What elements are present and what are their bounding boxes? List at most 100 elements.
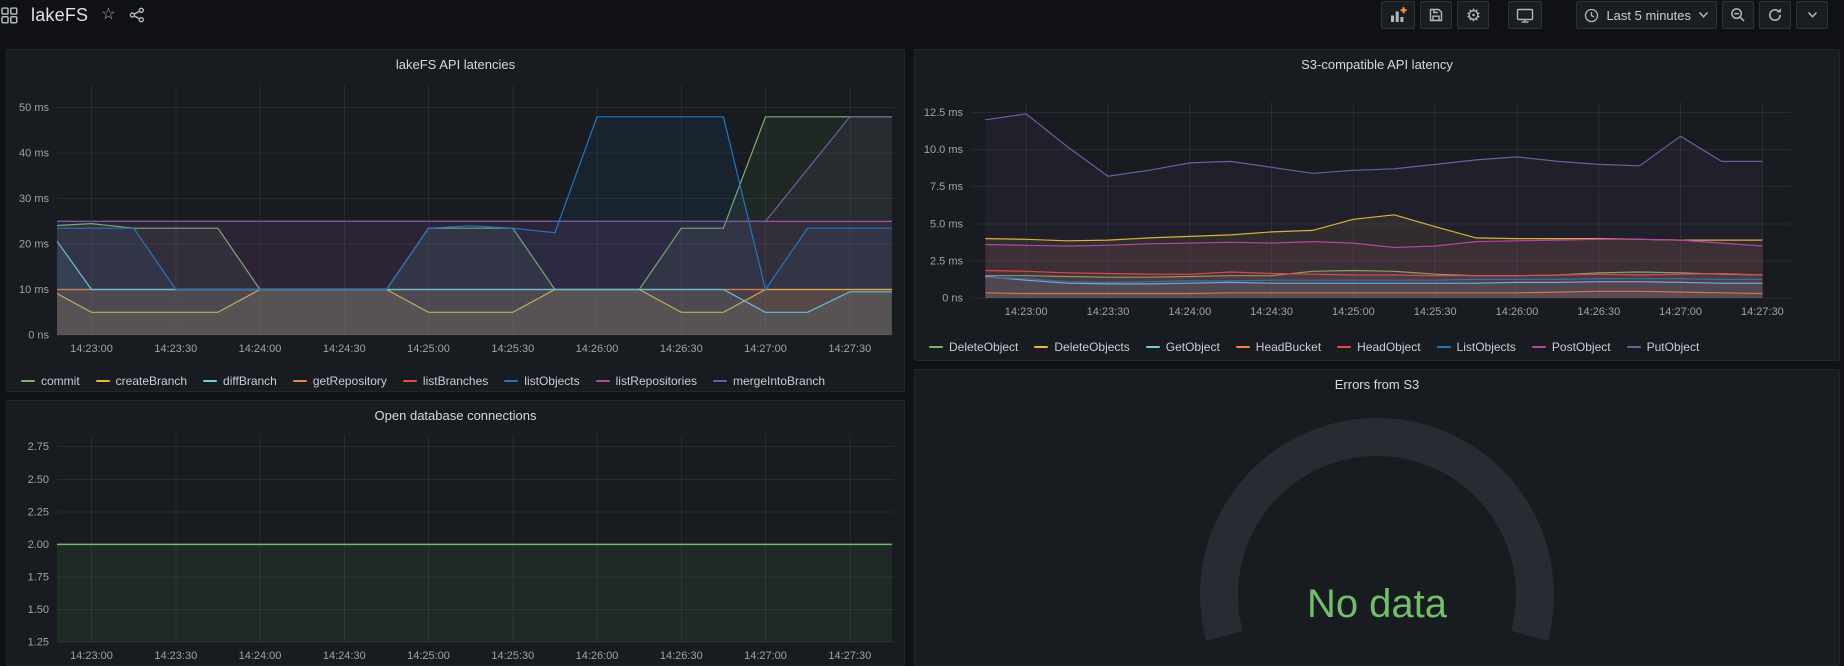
- panel-s3-api-latency: S3-compatible API latency 0 ns 2.5 ms 5.0 …: [914, 49, 1840, 361]
- gear-icon: ⚙: [1465, 5, 1482, 25]
- panel-title[interactable]: lakeFS API latencies: [395, 56, 516, 72]
- svg-text:2.5 ms: 2.5 ms: [930, 255, 964, 267]
- svg-text:14:27:30: 14:27:30: [1741, 306, 1784, 318]
- caret-down-icon: [1698, 11, 1709, 18]
- svg-text:14:24:00: 14:24:00: [239, 343, 282, 355]
- legend-item-getRepository[interactable]: getRepository: [292, 374, 387, 388]
- star-icon[interactable]: ☆: [101, 6, 116, 23]
- svg-text:5.0 ms: 5.0 ms: [930, 218, 964, 230]
- svg-text:14:26:00: 14:26:00: [576, 343, 619, 355]
- panel-open-db-connections: Open database connections 1.25 1.50 1.75 2.…: [6, 400, 905, 666]
- s3-latency-chart[interactable]: 0 ns 2.5 ms 5.0 ms 7.5 ms 10.0 ms 12.5 ms 14:2…: [915, 78, 1837, 332]
- cycle-view-mode-button[interactable]: [1508, 1, 1543, 29]
- add-panel-button[interactable]: [1381, 1, 1416, 29]
- save-icon: [1430, 8, 1443, 22]
- svg-text:0 ns: 0 ns: [942, 293, 963, 305]
- svg-text:2.25: 2.25: [28, 506, 49, 518]
- svg-text:14:25:30: 14:25:30: [491, 650, 534, 662]
- svg-text:0 ns: 0 ns: [28, 330, 49, 342]
- svg-text:14:26:30: 14:26:30: [660, 343, 703, 355]
- legend-item-HeadObject[interactable]: HeadObject: [1337, 340, 1421, 354]
- svg-text:14:25:00: 14:25:00: [407, 650, 450, 662]
- api-latencies-legend: commit createBranch diffBranch getRepositor…: [7, 371, 904, 388]
- save-dashboard-button[interactable]: [1420, 1, 1453, 29]
- svg-text:14:27:30: 14:27:30: [828, 343, 871, 355]
- svg-text:10.0 ms: 10.0 ms: [924, 144, 964, 156]
- svg-text:14:24:30: 14:24:30: [1250, 306, 1293, 318]
- svg-text:14:26:00: 14:26:00: [1496, 306, 1539, 318]
- legend-item-listObjects[interactable]: listObjects: [504, 374, 580, 388]
- svg-text:14:27:00: 14:27:00: [744, 650, 787, 662]
- svg-text:10 ms: 10 ms: [19, 284, 49, 296]
- legend-item-DeleteObjects[interactable]: DeleteObjects: [1034, 340, 1130, 354]
- svg-text:14:27:30: 14:27:30: [828, 650, 871, 662]
- panel-title[interactable]: Open database connections: [374, 407, 537, 423]
- svg-text:14:25:00: 14:25:00: [1332, 306, 1375, 318]
- svg-text:14:24:30: 14:24:30: [323, 343, 366, 355]
- legend-item-PutObject[interactable]: PutObject: [1626, 340, 1699, 354]
- monitor-icon: [1517, 8, 1534, 23]
- svg-text:40 ms: 40 ms: [19, 148, 49, 160]
- svg-text:14:23:00: 14:23:00: [70, 650, 113, 662]
- svg-text:2.50: 2.50: [28, 474, 49, 486]
- dashboard-settings-button[interactable]: ⚙: [1457, 1, 1490, 29]
- svg-text:14:24:00: 14:24:00: [239, 650, 282, 662]
- legend-item-diffBranch[interactable]: diffBranch: [203, 374, 277, 388]
- time-range-picker[interactable]: Last 5 minutes: [1576, 1, 1717, 29]
- svg-text:1.75: 1.75: [28, 571, 49, 583]
- panel-errors-from-s3: Errors from S3 No data: [914, 369, 1840, 666]
- legend-item-GetObject[interactable]: GetObject: [1145, 340, 1220, 354]
- svg-text:2.00: 2.00: [28, 539, 49, 551]
- svg-text:7.5 ms: 7.5 ms: [930, 181, 964, 193]
- svg-text:20 ms: 20 ms: [19, 239, 49, 251]
- share-icon[interactable]: [129, 7, 145, 23]
- legend-item-mergeIntoBranch[interactable]: mergeIntoBranch: [713, 374, 825, 388]
- svg-text:14:23:00: 14:23:00: [1005, 306, 1048, 318]
- svg-text:14:24:30: 14:24:30: [323, 650, 366, 662]
- panel-title[interactable]: S3-compatible API latency: [1301, 56, 1453, 72]
- s3-latency-legend: DeleteObject DeleteObjects GetObject HeadBu…: [915, 337, 1839, 354]
- zoom-out-icon: [1731, 8, 1745, 22]
- svg-text:14:23:30: 14:23:30: [1087, 306, 1130, 318]
- legend-item-DeleteObject[interactable]: DeleteObject: [929, 340, 1018, 354]
- legend-item-listBranches[interactable]: listBranches: [402, 374, 488, 388]
- svg-text:1.50: 1.50: [28, 604, 49, 616]
- legend-item-HeadBucket[interactable]: HeadBucket: [1235, 340, 1321, 354]
- zoom-out-time-button[interactable]: [1722, 1, 1754, 29]
- svg-text:1.25: 1.25: [28, 637, 49, 649]
- legend-item-PostObject[interactable]: PostObject: [1531, 340, 1611, 354]
- svg-text:14:27:00: 14:27:00: [1659, 306, 1702, 318]
- svg-text:14:25:30: 14:25:30: [1414, 306, 1457, 318]
- svg-text:14:25:00: 14:25:00: [407, 343, 450, 355]
- svg-text:30 ms: 30 ms: [19, 193, 49, 205]
- clock-icon: [1585, 8, 1599, 22]
- api-latencies-chart[interactable]: 0 ns 10 ms 20 ms 30 ms 40 ms 50 ms 14:23:00 14:…: [7, 78, 902, 366]
- apps-icon[interactable]: [1, 6, 18, 24]
- svg-text:2.75: 2.75: [28, 441, 49, 453]
- svg-text:12.5 ms: 12.5 ms: [924, 107, 964, 119]
- refresh-icon: [1769, 8, 1781, 21]
- panel-title[interactable]: Errors from S3: [1334, 376, 1420, 392]
- svg-text:14:23:30: 14:23:30: [154, 343, 197, 355]
- svg-text:14:26:30: 14:26:30: [1577, 306, 1620, 318]
- db-connections-chart[interactable]: 1.25 1.50 1.75 2.00 2.25 2.50 2.75 14:23:00 14:2…: [7, 429, 902, 665]
- legend-item-listRepositories[interactable]: listRepositories: [595, 374, 697, 388]
- svg-text:14:26:00: 14:26:00: [576, 650, 619, 662]
- svg-text:14:26:30: 14:26:30: [660, 650, 703, 662]
- panel-lakefs-api-latencies: lakeFS API latencies 0 ns 10 ms 20 ms 30 ms…: [6, 49, 905, 392]
- add-panel-icon: [1391, 7, 1408, 22]
- time-range-label: Last 5 minutes: [1606, 7, 1691, 23]
- dashboard-title[interactable]: lakeFS: [31, 4, 89, 25]
- refresh-dashboard-button[interactable]: [1759, 1, 1791, 29]
- svg-text:14:27:00: 14:27:00: [744, 343, 787, 355]
- svg-text:14:25:30: 14:25:30: [491, 343, 534, 355]
- caret-down-icon: [1807, 11, 1817, 18]
- svg-text:14:23:30: 14:23:30: [154, 650, 197, 662]
- errors-gauge: [1200, 417, 1554, 641]
- legend-item-commit[interactable]: commit: [21, 374, 80, 388]
- legend-item-ListObjects[interactable]: ListObjects: [1436, 340, 1516, 354]
- svg-text:50 ms: 50 ms: [19, 102, 49, 114]
- legend-item-createBranch[interactable]: createBranch: [95, 374, 187, 388]
- dashboard-header: lakeFS ☆ ⚙: [0, 0, 1844, 30]
- refresh-interval-dropdown[interactable]: [1796, 1, 1828, 29]
